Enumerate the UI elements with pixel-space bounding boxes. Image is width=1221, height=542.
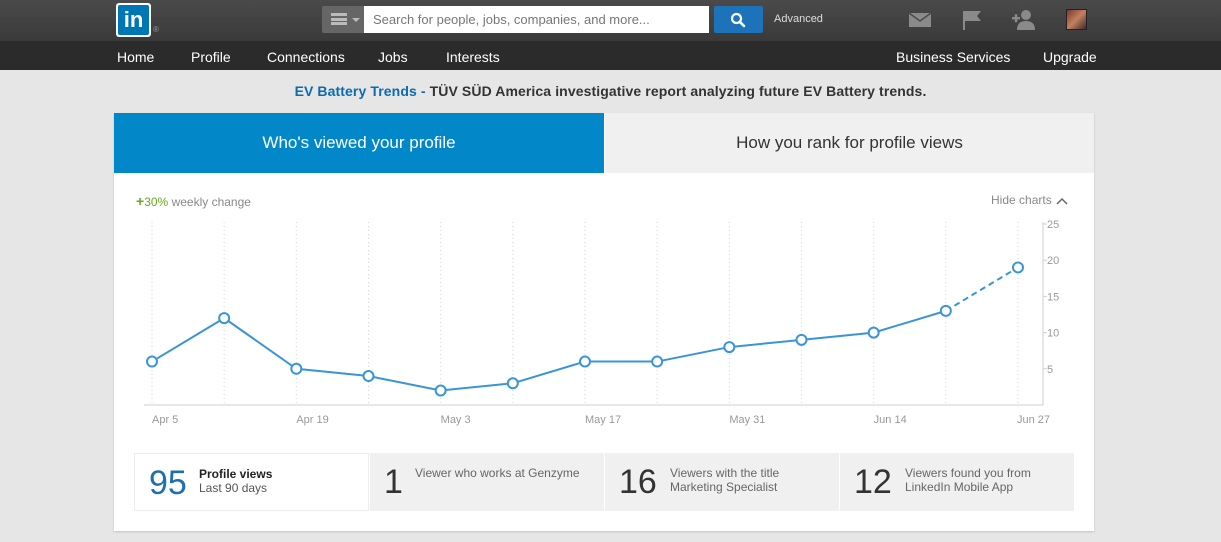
data-point <box>579 355 591 368</box>
y-tick-label: 20 <box>1047 255 1059 267</box>
avatar[interactable] <box>1066 9 1087 30</box>
nav-connections[interactable]: Connections <box>267 49 345 65</box>
stat-label: Viewers with the title Marketing Special… <box>670 466 780 494</box>
x-tick-label: Jun 14 <box>874 414 907 426</box>
nav-upgrade[interactable]: Upgrade <box>1043 49 1097 65</box>
data-point <box>939 304 952 317</box>
add-connection-icon[interactable] <box>1012 9 1036 31</box>
nav-jobs[interactable]: Jobs <box>378 49 408 65</box>
y-tick-label: 5 <box>1047 364 1053 376</box>
x-tick-label: May 17 <box>585 414 621 426</box>
data-point <box>506 377 519 390</box>
stat-viewer-title[interactable]: 16 Viewers with the title Marketing Spec… <box>605 453 839 511</box>
y-tick-label: 25 <box>1047 219 1059 231</box>
y-tick-label: 10 <box>1047 328 1059 340</box>
data-point <box>218 312 231 325</box>
profile-views-card: Who's viewed your profile How you rank f… <box>114 113 1094 531</box>
tab-whos-viewed[interactable]: Who's viewed your profile <box>114 113 604 173</box>
chevron-up-icon <box>1056 197 1068 205</box>
data-point <box>1012 261 1024 274</box>
linkedin-logo[interactable]: in <box>116 3 151 37</box>
stat-label: Viewer who works at Genzyme <box>415 466 580 480</box>
nav-profile[interactable]: Profile <box>191 49 231 65</box>
x-tick-label: Apr 19 <box>296 414 328 426</box>
weekly-change-value: 30% <box>144 195 169 209</box>
logo-text: in <box>118 5 149 35</box>
stat-profile-views[interactable]: 95 Profile views Last 90 days <box>134 453 369 511</box>
stat-number: 95 <box>149 464 187 502</box>
data-point <box>290 362 303 375</box>
nav-home[interactable]: Home <box>117 49 155 65</box>
stat-viewer-source[interactable]: 12 Viewers found you from LinkedIn Mobil… <box>840 453 1074 511</box>
menu-bars-icon[interactable] <box>322 6 364 33</box>
sponsored-ad[interactable]: EV Battery Trends - TÜV SÜD America inve… <box>0 83 1221 99</box>
stat-label: Profile views <box>199 467 273 481</box>
stat-label: Viewers found you from LinkedIn Mobile A… <box>905 466 1031 494</box>
tab-profile-rank[interactable]: How you rank for profile views <box>604 113 1094 173</box>
nav-interests[interactable]: Interests <box>446 49 500 65</box>
search-icon <box>730 12 746 28</box>
stat-viewer-company[interactable]: 1 Viewer who works at Genzyme <box>370 453 604 511</box>
x-tick-label: May 31 <box>729 414 765 426</box>
top-bar: in ® Advanced <box>0 0 1221 41</box>
data-point <box>795 333 808 346</box>
stat-sublabel: Last 90 days <box>199 481 268 495</box>
main-nav: Home Profile Connections Jobs Interests … <box>0 41 1221 70</box>
data-point <box>867 326 880 339</box>
envelope-icon[interactable] <box>908 9 932 31</box>
search-input[interactable] <box>364 6 709 33</box>
data-point <box>146 355 158 368</box>
nav-business-services[interactable]: Business Services <box>896 49 1011 65</box>
chevron-down-icon <box>352 18 360 22</box>
data-point <box>651 355 664 368</box>
x-tick-label: Apr 5 <box>152 414 178 426</box>
ad-text: TÜV SÜD America investigative report ana… <box>429 83 927 99</box>
logo-registered-mark: ® <box>153 25 159 34</box>
stat-number: 1 <box>384 463 403 501</box>
series-line <box>151 309 947 392</box>
profile-views-chart: 5 10 15 20 25 Apr 5 Apr 19 May 3 May 17 May 31 Jun… <box>144 219 1059 426</box>
projected-line <box>945 266 1019 312</box>
hide-charts-toggle[interactable]: Hide charts <box>991 193 1068 207</box>
weekly-change-sign: + <box>136 193 145 209</box>
advanced-search-link[interactable]: Advanced <box>774 13 823 25</box>
search-button[interactable] <box>714 6 763 33</box>
data-point <box>434 384 447 397</box>
stat-number: 12 <box>854 463 892 501</box>
data-point <box>723 341 736 354</box>
x-tick-label: May 3 <box>441 414 471 426</box>
hide-charts-label: Hide charts <box>991 193 1052 207</box>
flag-icon[interactable] <box>960 9 984 31</box>
y-tick-label: 15 <box>1047 291 1059 303</box>
stat-number: 16 <box>619 463 657 501</box>
ad-title[interactable]: EV Battery Trends - <box>294 83 426 99</box>
data-point <box>362 370 375 383</box>
x-tick-label: Jun 27 <box>1017 414 1050 426</box>
weekly-change: +30% weekly change <box>136 193 251 209</box>
weekly-change-label: weekly change <box>171 195 251 209</box>
